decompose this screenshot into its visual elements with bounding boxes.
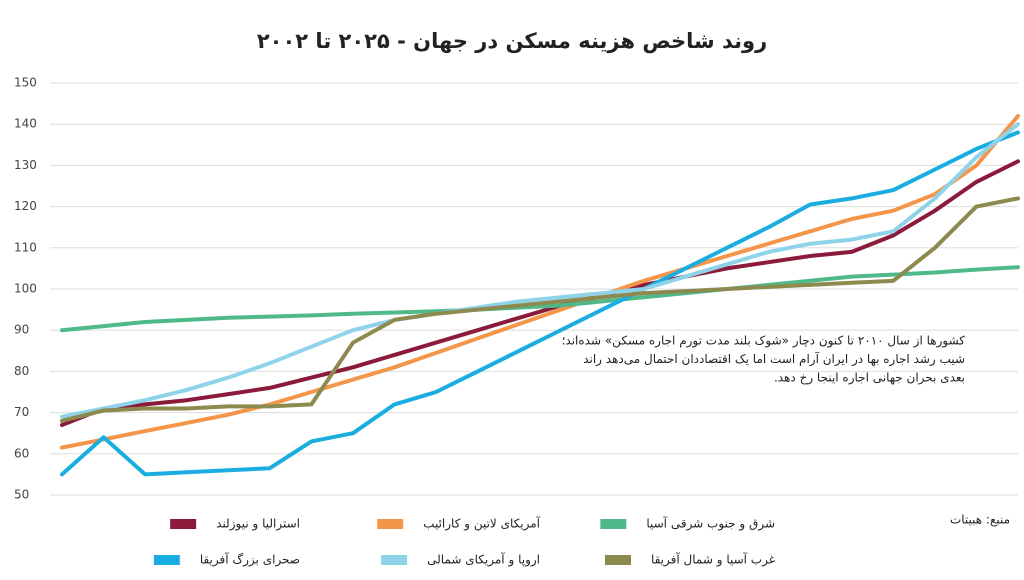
legend-label: شرق و جنوب شرقی آسیا: [646, 516, 775, 532]
legend-swatch: [600, 519, 627, 529]
legend-swatch: [153, 555, 180, 565]
legend-label: استرالیا و نیوزلند: [216, 517, 300, 532]
series-line: [60, 122, 1020, 419]
y-tick-label: 80: [14, 364, 29, 378]
legend-label: آمریکای لاتین و کارائیب: [423, 516, 540, 532]
series-line: [60, 159, 1020, 427]
legend-label: اروپا و آمریکای شمالی: [427, 552, 540, 568]
annotation: بعدی بحران جهانی اجاره اینجا رخ دهد.: [774, 371, 965, 386]
y-tick-label: 140: [14, 117, 37, 131]
series-line: [60, 130, 1020, 477]
chart-title: روند شاخص هزینه مسکن در جهان - ۲۰۲۵ تا ۲…: [257, 29, 767, 53]
series-line: [60, 114, 1020, 450]
y-tick-label: 150: [14, 76, 37, 90]
series-line: [60, 196, 1020, 423]
annotation: شیب رشد اجاره بها در ایران آرام است اما …: [583, 351, 965, 367]
y-tick-label: 100: [14, 282, 37, 296]
y-tick-label: 120: [14, 199, 37, 213]
legend-swatch: [170, 519, 197, 529]
legend-label: صحرای بزرگ آفریقا: [200, 552, 300, 568]
y-tick-label: 60: [14, 446, 29, 460]
y-tick-label: 70: [14, 405, 29, 419]
y-tick-label: 50: [14, 488, 29, 502]
y-tick-label: 90: [14, 323, 29, 337]
y-tick-label: 130: [14, 158, 37, 172]
source: منبع: هبیتات: [950, 513, 1010, 527]
annotation: کشورها از سال ۲۰۱۰ تا کنون دچار «شوک بلن…: [562, 334, 966, 349]
legend-swatch: [604, 555, 631, 565]
y-tick-label: 110: [14, 240, 37, 254]
legend-swatch: [377, 519, 404, 529]
legend-swatch: [381, 555, 408, 565]
series-line: [60, 265, 1020, 333]
legend-label: غرب آسیا و شمال آفریقا: [651, 552, 775, 568]
